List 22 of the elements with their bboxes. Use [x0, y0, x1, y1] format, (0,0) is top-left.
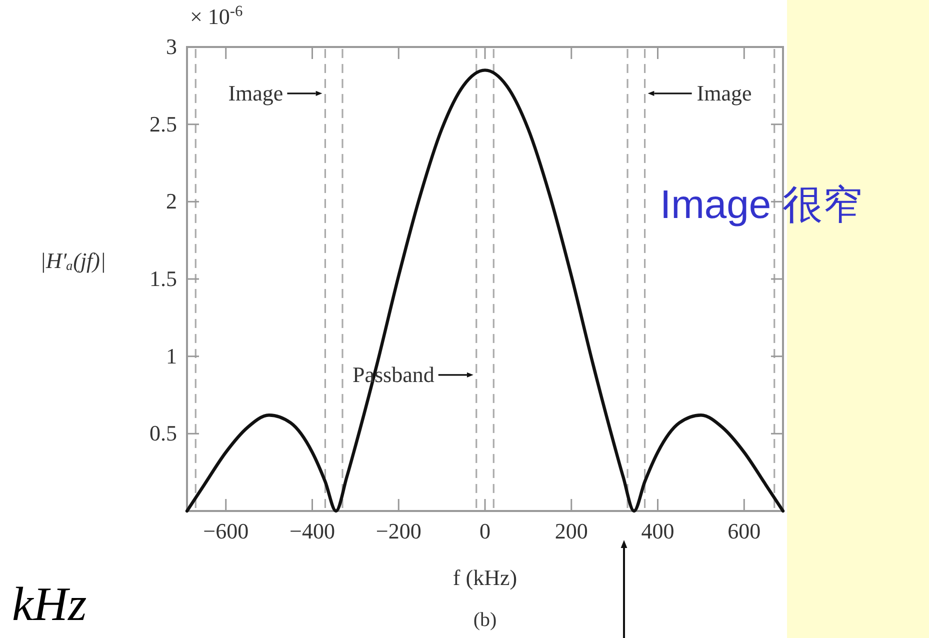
x-tick-label: 600 — [728, 518, 761, 544]
y-axis-title: |H′ₐ(jf)| — [40, 248, 106, 273]
line-series — [185, 68, 785, 513]
x-tick-label: −400 — [290, 518, 335, 544]
annotation: Image 很窄 — [660, 183, 862, 227]
x-tick-label: 400 — [641, 518, 674, 544]
y-tick-label: 3 — [166, 34, 177, 60]
text: (b) — [473, 609, 497, 631]
x-tick-label: −200 — [376, 518, 422, 544]
x-axis-title: f (kHz) — [452, 565, 518, 590]
annotation: Image — [696, 80, 752, 106]
y-tick-label: 1.5 — [150, 266, 177, 292]
y-tick-label: 0.5 — [150, 420, 177, 446]
y-tick-label: 1 — [166, 343, 177, 368]
y-tick-label: 2.5 — [150, 111, 177, 136]
text: kHz — [12, 578, 87, 631]
x-tick-label: 0 — [480, 518, 490, 544]
text: × 10$^{-6}$ — [190, 2, 244, 29]
x-tick-label: 200 — [554, 518, 588, 544]
x-tick-label: −600 — [203, 518, 249, 544]
y-tick-label: 2 — [166, 188, 177, 214]
annotation: Image — [228, 80, 284, 106]
